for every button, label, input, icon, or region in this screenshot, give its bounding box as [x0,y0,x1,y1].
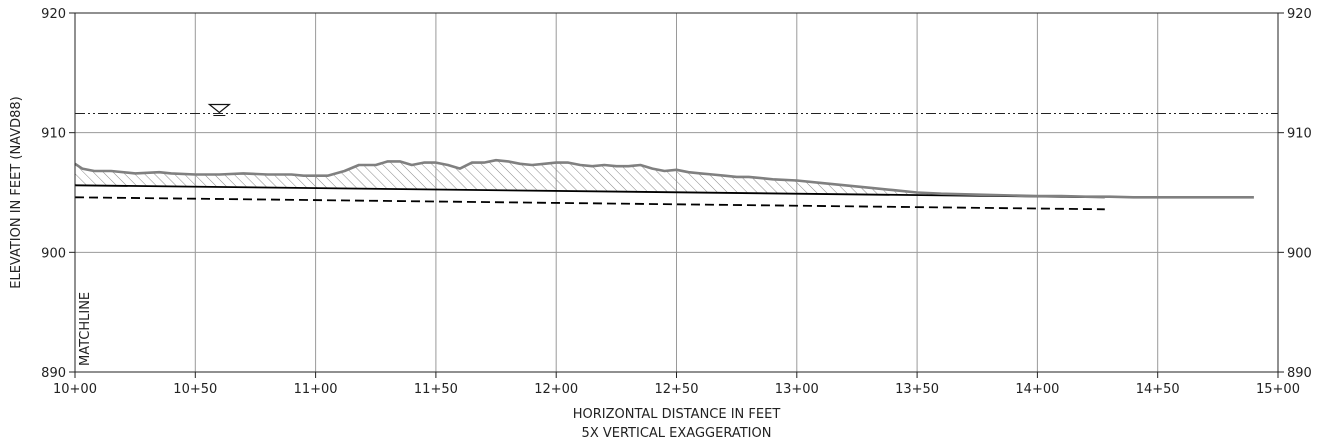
y-tick-label-right: 890 [1287,366,1312,381]
x-tick-label: 10+50 [173,382,217,397]
y-tick-label-right: 910 [1287,127,1312,142]
x-tick-label: 12+00 [534,382,578,397]
x-axis-sublabel: 5X VERTICAL EXAGGERATION [582,426,772,441]
matchline-label: MATCHLINE [78,292,93,366]
y-tick-label-right: 900 [1287,246,1312,261]
dashed-line [74,196,1105,211]
x-tick-label: 14+00 [1015,382,1059,397]
y-axis-label: ELEVATION IN FEET (NAVD88) [9,96,24,289]
y-tick-label-left: 900 [41,246,66,261]
x-tick-label: 13+00 [775,382,819,397]
x-tick-label: 13+50 [895,382,939,397]
x-tick-label: 10+00 [53,382,97,397]
design-line [74,184,1105,199]
y-tick-label-left: 920 [41,7,66,22]
x-tick-label: 11+50 [414,382,458,397]
y-tick-label-right: 920 [1287,7,1312,22]
x-tick-label: 12+50 [655,382,699,397]
y-tick-label-left: 910 [41,127,66,142]
x-tick-label: 14+50 [1136,382,1180,397]
water-surface-symbol [207,103,232,114]
existing-ground-line [74,158,1254,199]
tick-labels: 10+00 10+50 11+00 11+50 12+00 12+50 13+00 13+50… [41,7,1312,397]
series-layer [74,103,1278,211]
x-tick-label: 11+00 [294,382,338,397]
x-axis-label: HORIZONTAL DISTANCE IN FEET [573,407,781,422]
x-tick-label: 15+00 [1256,382,1300,397]
y-tick-label-left: 890 [41,366,66,381]
